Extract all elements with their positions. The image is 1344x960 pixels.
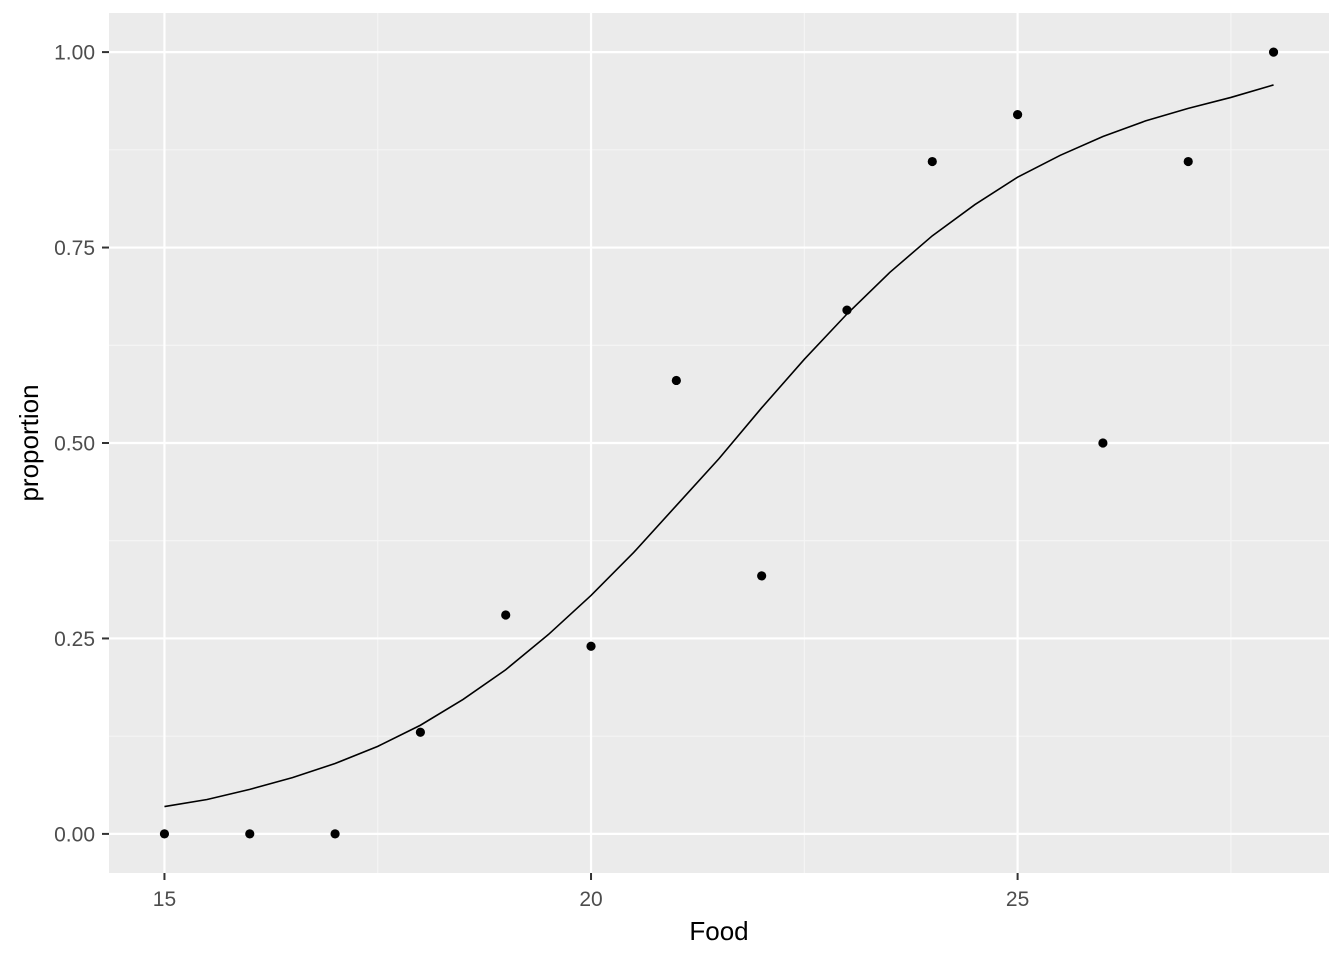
data-point xyxy=(1098,438,1108,448)
fit-curve xyxy=(164,84,1274,808)
x-tick-label: 15 xyxy=(153,888,176,911)
y-tick-label: 0.50 xyxy=(54,433,95,456)
data-points xyxy=(159,47,1279,839)
data-point xyxy=(1183,156,1193,167)
data-point xyxy=(415,727,425,737)
data-point xyxy=(245,829,255,839)
y-axis: 0.00 0.25 0.50 0.75 1.00 xyxy=(54,42,109,846)
data-point xyxy=(671,375,681,386)
data-point xyxy=(1268,47,1279,57)
data-point xyxy=(586,641,596,651)
y-tick-label: 0.75 xyxy=(54,237,95,260)
x-axis: 15 20 25 xyxy=(153,873,1029,911)
y-tick-label: 0.00 xyxy=(54,823,95,846)
x-axis-title: Food xyxy=(689,916,748,946)
x-tick-label: 20 xyxy=(579,888,602,911)
x-tick-label: 25 xyxy=(1006,888,1029,911)
y-tick-label: 1.00 xyxy=(54,42,95,65)
major-gridlines xyxy=(109,13,1329,873)
data-point xyxy=(330,829,340,839)
data-point xyxy=(927,156,937,167)
data-point xyxy=(159,829,170,839)
data-point xyxy=(842,305,852,315)
data-point xyxy=(1013,110,1023,120)
data-point xyxy=(757,571,767,581)
y-axis-title: proportion xyxy=(14,384,44,501)
data-point xyxy=(501,610,511,620)
y-tick-label: 0.25 xyxy=(54,628,95,651)
